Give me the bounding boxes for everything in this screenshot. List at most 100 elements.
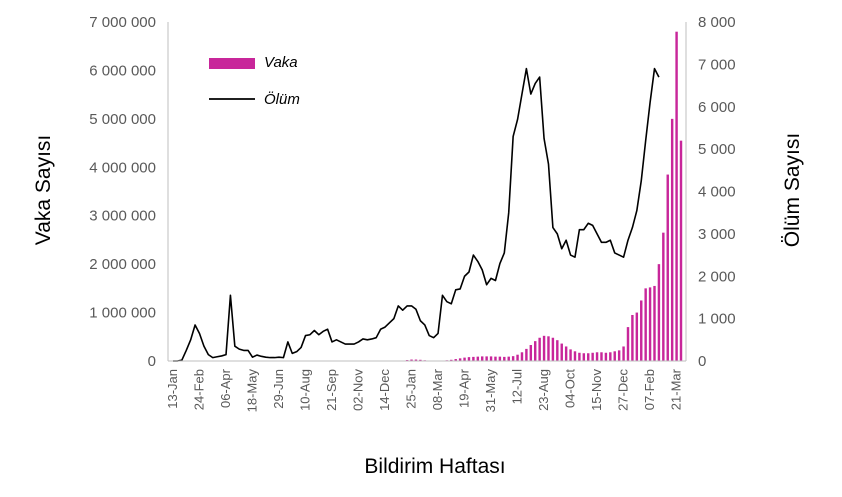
x-tick-label: 25-Jan	[404, 369, 419, 409]
vaka-bar	[670, 118, 674, 361]
vaka-bar	[494, 356, 497, 361]
x-tick-label: 29-Jun	[271, 369, 286, 409]
olum-line	[173, 67, 660, 362]
x-tick-label: 04-Oct	[563, 369, 578, 408]
vaka-bar	[534, 341, 537, 361]
vaka-bar	[564, 346, 568, 361]
y-axis-title-right: Ölüm Sayısı	[781, 133, 804, 247]
vaka-bar	[600, 352, 603, 361]
vaka-bar	[662, 232, 665, 361]
vaka-bar	[476, 356, 480, 361]
vaka-bar	[489, 356, 493, 361]
vaka-bar	[542, 335, 546, 361]
x-tick-label: 13-Jan	[165, 369, 180, 409]
x-tick-label: 27-Dec	[616, 369, 631, 411]
vaka-bar	[450, 359, 453, 361]
vaka-bar	[609, 352, 612, 361]
vaka-bar	[640, 300, 643, 361]
vaka-bar	[657, 264, 661, 361]
x-tick-label: 21-Mar	[669, 368, 684, 410]
left-tick-label: 1 000 000	[89, 305, 156, 322]
axes	[167, 22, 687, 362]
vaka-bar	[653, 285, 656, 361]
legend-bar-swatch	[209, 58, 255, 69]
vaka-bar	[547, 336, 550, 361]
x-tick-label: 23-Aug	[536, 369, 551, 411]
left-tick-label: 4 000 000	[89, 159, 156, 176]
vaka-bar	[467, 357, 471, 361]
vaka-bar	[666, 174, 669, 361]
vaka-bars	[405, 31, 683, 361]
vaka-bar	[485, 356, 488, 361]
right-tick-label: 2 000	[698, 268, 736, 285]
legend: Vaka Ölüm	[209, 54, 300, 108]
vaka-bar	[516, 354, 519, 361]
vaka-bar	[573, 351, 577, 361]
x-tick-label: 02-Nov	[351, 369, 366, 411]
vaka-bar	[458, 358, 462, 361]
left-axis-ticks: 0 1 000 000 2 000 000 3 000 000 4 000 000 5 0…	[89, 14, 156, 370]
vaka-bar	[481, 356, 484, 361]
left-tick-label: 6 000 000	[89, 62, 156, 79]
x-tick-label: 24-Feb	[192, 369, 207, 410]
vaka-bar	[617, 350, 621, 361]
vaka-bar	[560, 343, 563, 361]
vaka-bar	[507, 356, 510, 361]
vaka-bar	[595, 352, 599, 361]
left-tick-label: 5 000 000	[89, 111, 156, 128]
vaka-bar	[626, 327, 630, 361]
vaka-bar	[675, 31, 678, 361]
vaka-bar	[525, 348, 528, 361]
vaka-bar	[472, 356, 475, 361]
right-tick-label: 0	[698, 353, 706, 370]
vaka-bar	[511, 356, 515, 361]
right-tick-label: 6 000	[698, 99, 736, 116]
vaka-bar	[635, 312, 639, 361]
left-tick-label: 0	[148, 353, 156, 370]
vaka-bar	[463, 357, 466, 361]
x-tick-label: 12-Jul	[510, 369, 525, 405]
x-tick-label: 15-Nov	[589, 369, 604, 411]
x-tick-label: 08-Mar	[430, 368, 445, 410]
right-tick-label: 4 000	[698, 184, 736, 201]
vaka-bar	[551, 337, 555, 361]
olum-line-layer	[173, 67, 660, 362]
vaka-bar	[569, 349, 572, 361]
vaka-bar	[613, 351, 616, 361]
vaka-bar	[410, 359, 413, 361]
vaka-bar	[538, 337, 541, 361]
vaka-bar	[520, 352, 524, 361]
vaka-bar	[578, 352, 581, 361]
legend-line-label: Ölüm	[264, 90, 300, 108]
y-axis-title-left: Vaka Sayısı	[32, 135, 55, 246]
vaka-bar	[631, 314, 634, 361]
right-tick-label: 5 000	[698, 141, 736, 158]
vaka-bar	[498, 356, 502, 361]
x-tick-label: 06-Apr	[218, 368, 233, 408]
right-tick-label: 7 000	[698, 56, 736, 73]
x-tick-label: 31-May	[483, 369, 498, 413]
left-tick-label: 2 000 000	[89, 256, 156, 273]
right-axis-ticks: 0 1 000 2 000 3 000 4 000 5 000 6 000 7 000 8 00…	[698, 14, 736, 370]
vaka-bar	[648, 287, 652, 361]
right-tick-label: 3 000	[698, 226, 736, 243]
left-tick-label: 7 000 000	[89, 14, 156, 31]
x-tick-label: 07-Feb	[642, 369, 657, 410]
x-tick-label: 18-May	[245, 369, 260, 413]
vaka-bar	[529, 345, 533, 361]
legend-bar-label: Vaka	[264, 54, 298, 71]
x-tick-label: 19-Apr	[457, 368, 472, 408]
vaka-bar	[582, 353, 586, 361]
vaka-bar	[587, 353, 590, 361]
vaka-bar	[503, 356, 506, 361]
vaka-bar	[454, 359, 457, 361]
vaka-bar	[622, 346, 625, 361]
x-tick-label: 14-Dec	[377, 369, 392, 411]
x-axis-title: Bildirim Haftası	[364, 455, 505, 478]
vaka-bar	[414, 359, 418, 361]
x-tick-label: 10-Aug	[298, 369, 313, 411]
vaka-bar	[644, 288, 647, 361]
vaka-bar	[419, 359, 422, 361]
